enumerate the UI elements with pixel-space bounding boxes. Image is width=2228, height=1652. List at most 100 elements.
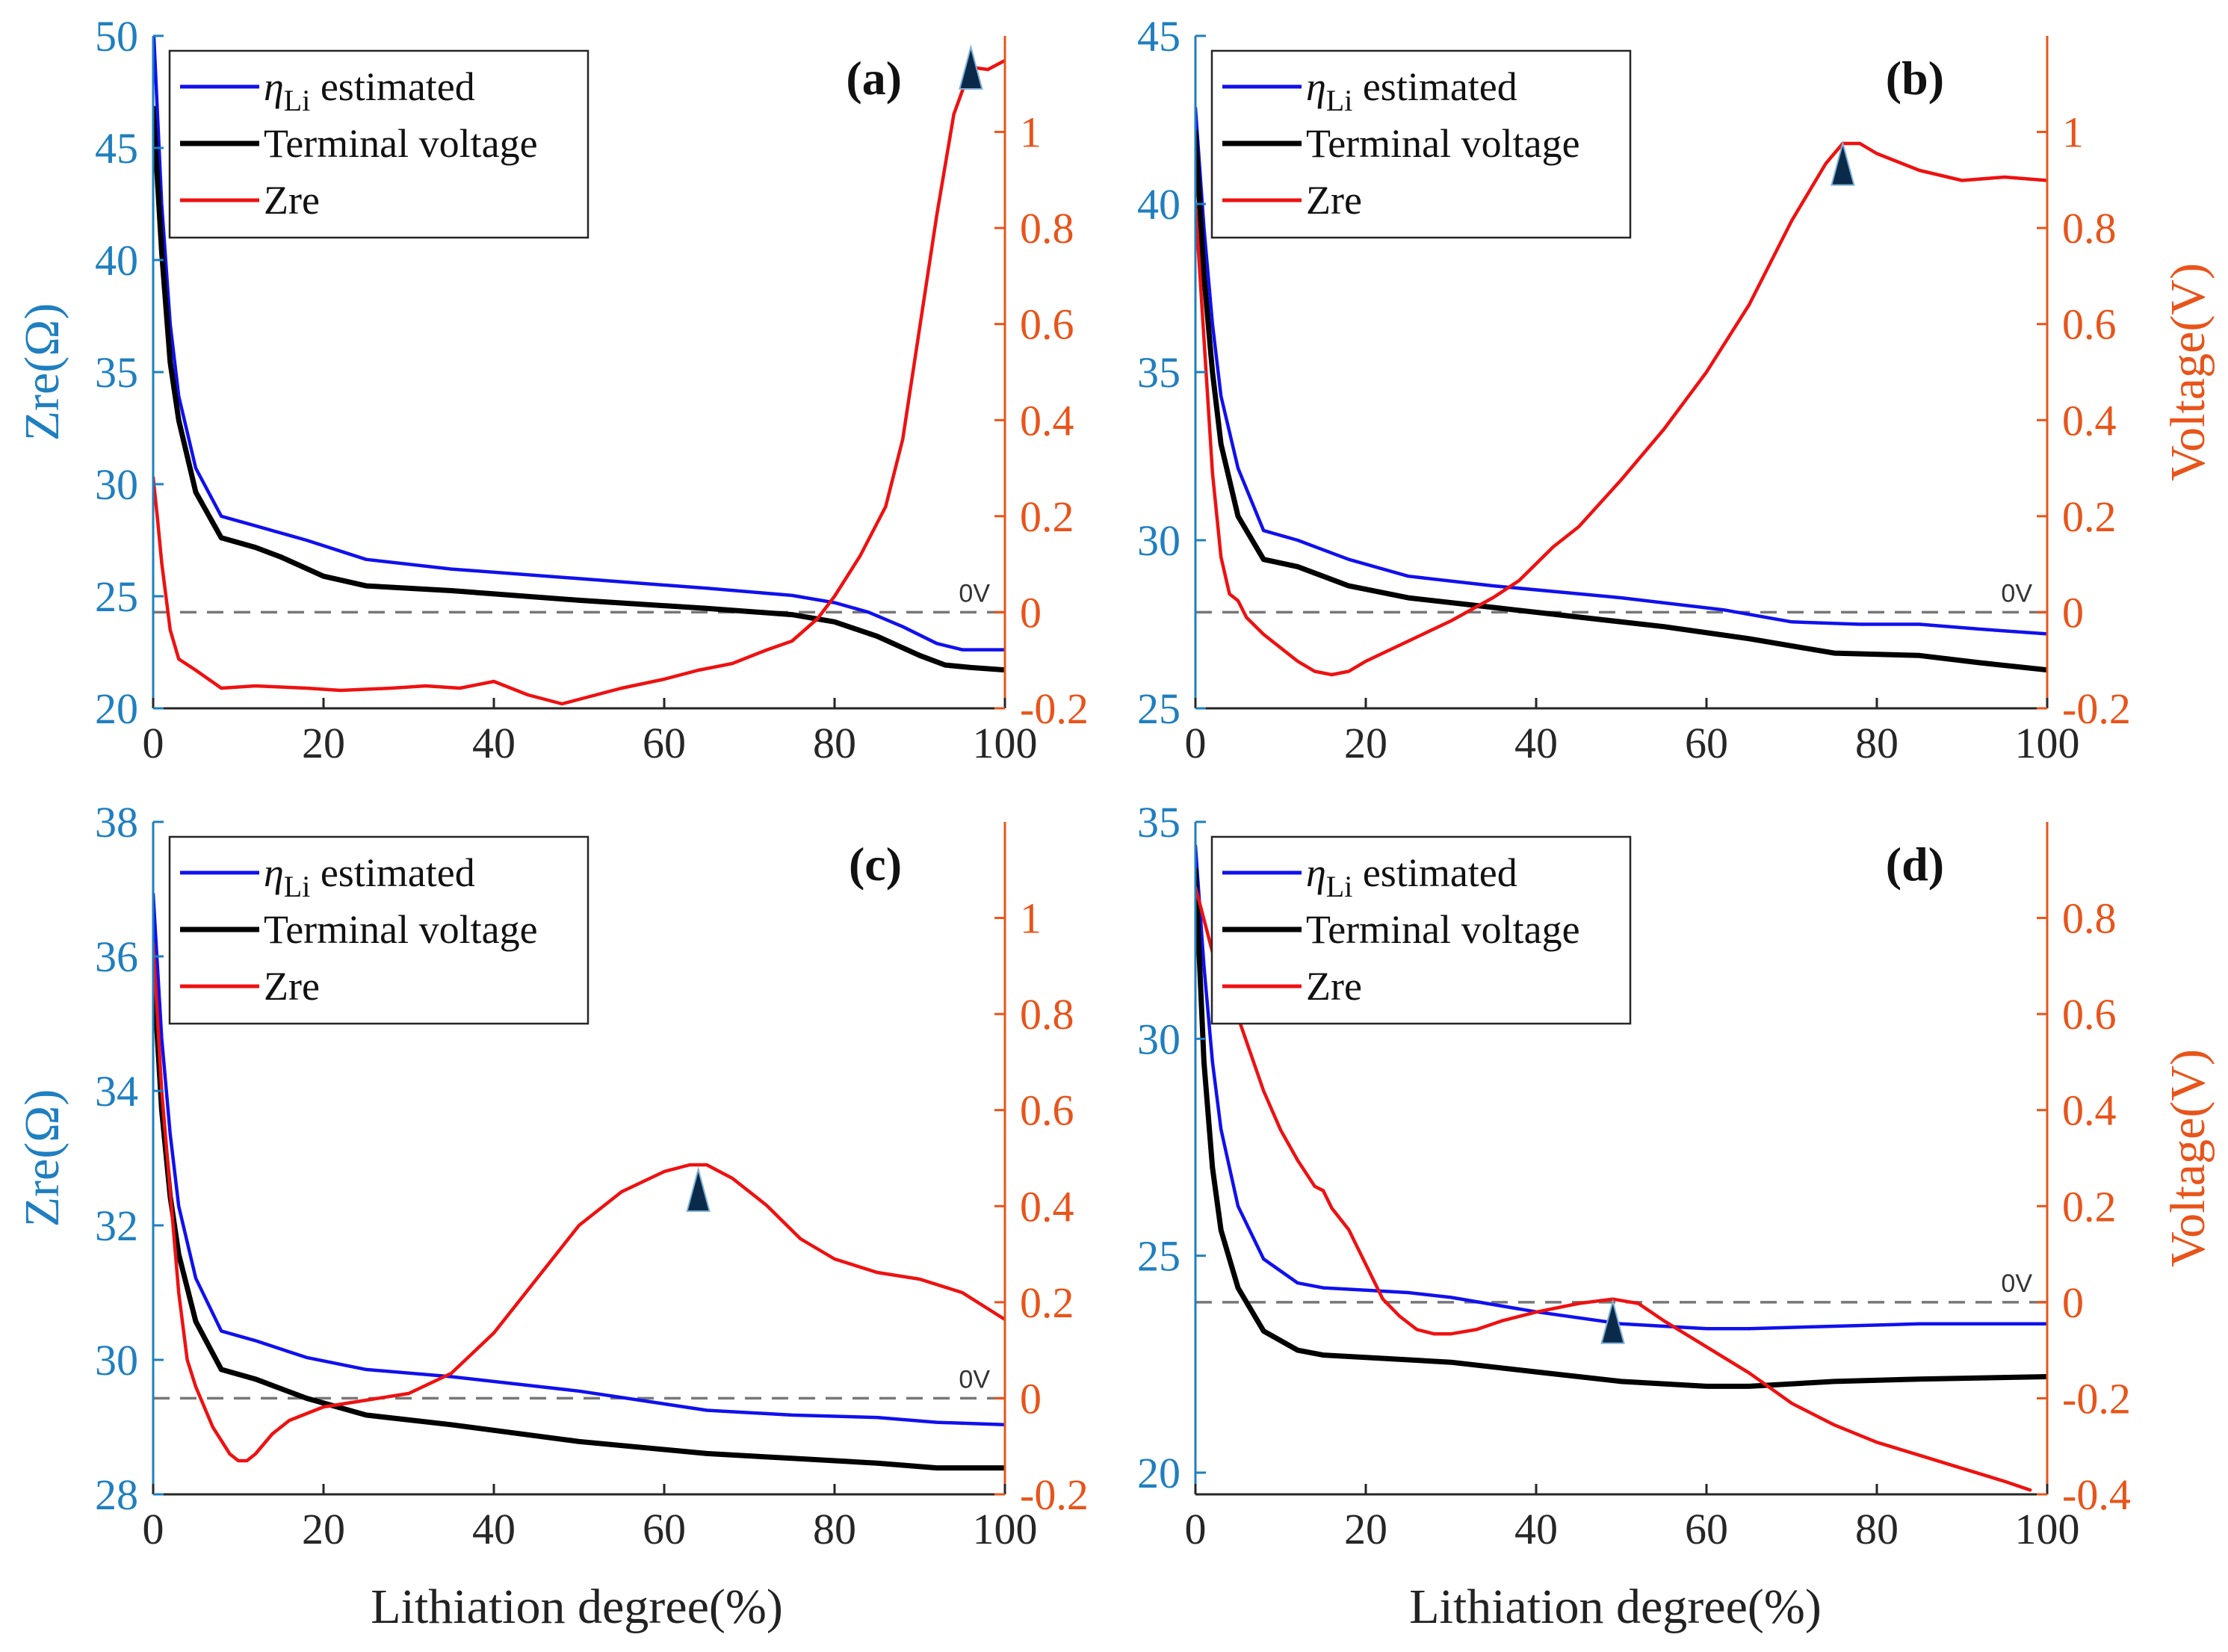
legend-label-zre: Zre (264, 178, 320, 223)
left-y-tick-label: 30 (1137, 516, 1180, 565)
series-group (153, 892, 1005, 1471)
series-group (1195, 844, 2047, 1492)
x-tick-label: 40 (1514, 1505, 1558, 1553)
panel-a: 0V0 20 40 60 80 10020253035404550-0.200.20.40… (15, 12, 1089, 767)
zero-label: 0V (959, 579, 990, 607)
x-tick-label: 80 (813, 1505, 856, 1553)
peak-marker (686, 1166, 711, 1212)
right-y-tick-label: 0.4 (1020, 396, 1074, 445)
legend-label-zre: Zre (1306, 178, 1362, 223)
legend-label-eta: ηLi estimated (1306, 850, 1517, 903)
legend-label-terminal: Terminal voltage (1306, 121, 1580, 166)
left-axis-label: Zre(Ω) (15, 1089, 69, 1228)
left-y-tick-label: 28 (95, 1470, 138, 1519)
panel-label: (c) (849, 838, 902, 891)
series-line-zre (1195, 885, 2032, 1492)
right-y-tick-label: 0.6 (2062, 990, 2117, 1039)
legend-label-terminal: Terminal voltage (264, 907, 538, 952)
peak-marker (959, 44, 983, 90)
series-line-terminal (153, 105, 1005, 673)
right-axis-label: Voltage(V) (2161, 1049, 2215, 1267)
left-y-tick-label: 45 (1137, 12, 1180, 61)
series-line-eta (153, 892, 1005, 1427)
panel-label: (d) (1886, 838, 1944, 891)
legend-label-terminal: Terminal voltage (1306, 907, 1580, 952)
series-line-zre (153, 58, 1005, 706)
legend-label-eta: ηLi estimated (264, 850, 475, 903)
left-y-tick-label: 25 (95, 572, 138, 621)
x-tick-label: 20 (302, 1505, 345, 1553)
x-tick-label: 20 (302, 719, 345, 767)
x-tick-label: 40 (472, 1505, 516, 1553)
right-y-tick-label: -0.4 (2062, 1470, 2131, 1519)
left-y-tick-label: 34 (95, 1067, 138, 1116)
legend-label-terminal: Terminal voltage (264, 121, 538, 166)
x-tick-label: 0 (143, 1505, 164, 1553)
left-y-tick-label: 36 (95, 932, 138, 981)
x-tick-label: 80 (1855, 719, 1899, 767)
series-line-zre (1195, 141, 2047, 677)
right-y-tick-label: 1 (1020, 108, 1042, 157)
legend-label-zre: Zre (264, 964, 320, 1009)
panel-label: (b) (1886, 52, 1944, 105)
right-axis-label: Voltage(V) (2161, 263, 2215, 481)
right-y-tick-label: -0.2 (2062, 684, 2131, 733)
x-tick-label: 100 (973, 1505, 1038, 1553)
peak-marker (1831, 140, 1855, 186)
series-line-terminal (1195, 867, 2047, 1389)
right-y-tick-label: 0.4 (2062, 396, 2117, 445)
right-y-tick-label: 0.6 (1020, 1086, 1074, 1135)
right-y-tick-label: 0.2 (1020, 1278, 1074, 1327)
left-y-tick-label: 38 (95, 798, 138, 847)
series-line-zre (153, 941, 1005, 1463)
right-y-tick-label: -0.2 (1020, 1470, 1089, 1519)
right-y-tick-label: 0.6 (2062, 300, 2117, 349)
right-y-tick-label: 0.4 (2062, 1086, 2117, 1135)
left-y-tick-label: 40 (1137, 180, 1180, 229)
right-y-tick-label: 0.8 (2062, 894, 2117, 943)
x-tick-label: 100 (2015, 1505, 2080, 1553)
left-y-tick-label: 30 (95, 1336, 138, 1385)
right-y-tick-label: 0 (1020, 588, 1042, 637)
panel-c: 0V 0 20 40 60 80 100 28 30 32 34 36 38 -0.2 0 0.2 0.4 0.6… (15, 798, 1089, 1553)
right-y-tick-label: 0.2 (1020, 492, 1074, 541)
zero-label: 0V (2001, 579, 2032, 607)
legend-label-eta: ηLi estimated (1306, 64, 1517, 117)
x-tick-label: 80 (813, 719, 856, 767)
x-tick-label: 20 (1344, 1505, 1387, 1553)
x-tick-label: 80 (1855, 1505, 1899, 1553)
right-y-tick-label: 0 (1020, 1374, 1042, 1423)
left-y-tick-label: 20 (1137, 1449, 1180, 1497)
right-y-tick-label: 0.8 (1020, 204, 1074, 253)
x-tick-label: 40 (472, 719, 516, 767)
series-group (1195, 106, 2047, 677)
left-y-tick-label: 35 (1137, 798, 1180, 847)
left-axis-label: Zre(Ω) (15, 303, 69, 442)
x-tick-label: 60 (1685, 1505, 1728, 1553)
right-y-tick-label: 0.6 (1020, 300, 1074, 349)
x-tick-label: 60 (643, 719, 686, 767)
series-line-terminal (1195, 129, 2047, 673)
right-y-tick-label: 0 (2062, 588, 2084, 637)
shared-xlabel-right: Lithiation degree(%) (1409, 1580, 1822, 1634)
x-tick-label: 40 (1514, 719, 1558, 767)
x-tick-label: 0 (143, 719, 164, 767)
x-tick-label: 0 (1185, 719, 1207, 767)
left-y-tick-label: 40 (95, 236, 138, 285)
right-y-tick-label: 0.4 (1020, 1182, 1074, 1231)
right-y-tick-label: 1 (1020, 894, 1042, 943)
right-y-tick-label: -0.2 (1020, 684, 1089, 733)
series-line-eta (1195, 106, 2047, 636)
left-y-tick-label: 25 (1137, 1232, 1180, 1281)
right-y-tick-label: 0.2 (2062, 1182, 2117, 1231)
right-y-tick-label: 0.2 (2062, 492, 2117, 541)
x-tick-label: 100 (973, 719, 1038, 767)
right-y-tick-label: 0.8 (2062, 204, 2117, 253)
x-tick-label: 60 (643, 1505, 686, 1553)
shared-xlabel-left: Lithiation degree(%) (371, 1580, 783, 1634)
left-y-tick-label: 20 (95, 684, 138, 733)
right-y-tick-label: -0.2 (2062, 1374, 2131, 1423)
